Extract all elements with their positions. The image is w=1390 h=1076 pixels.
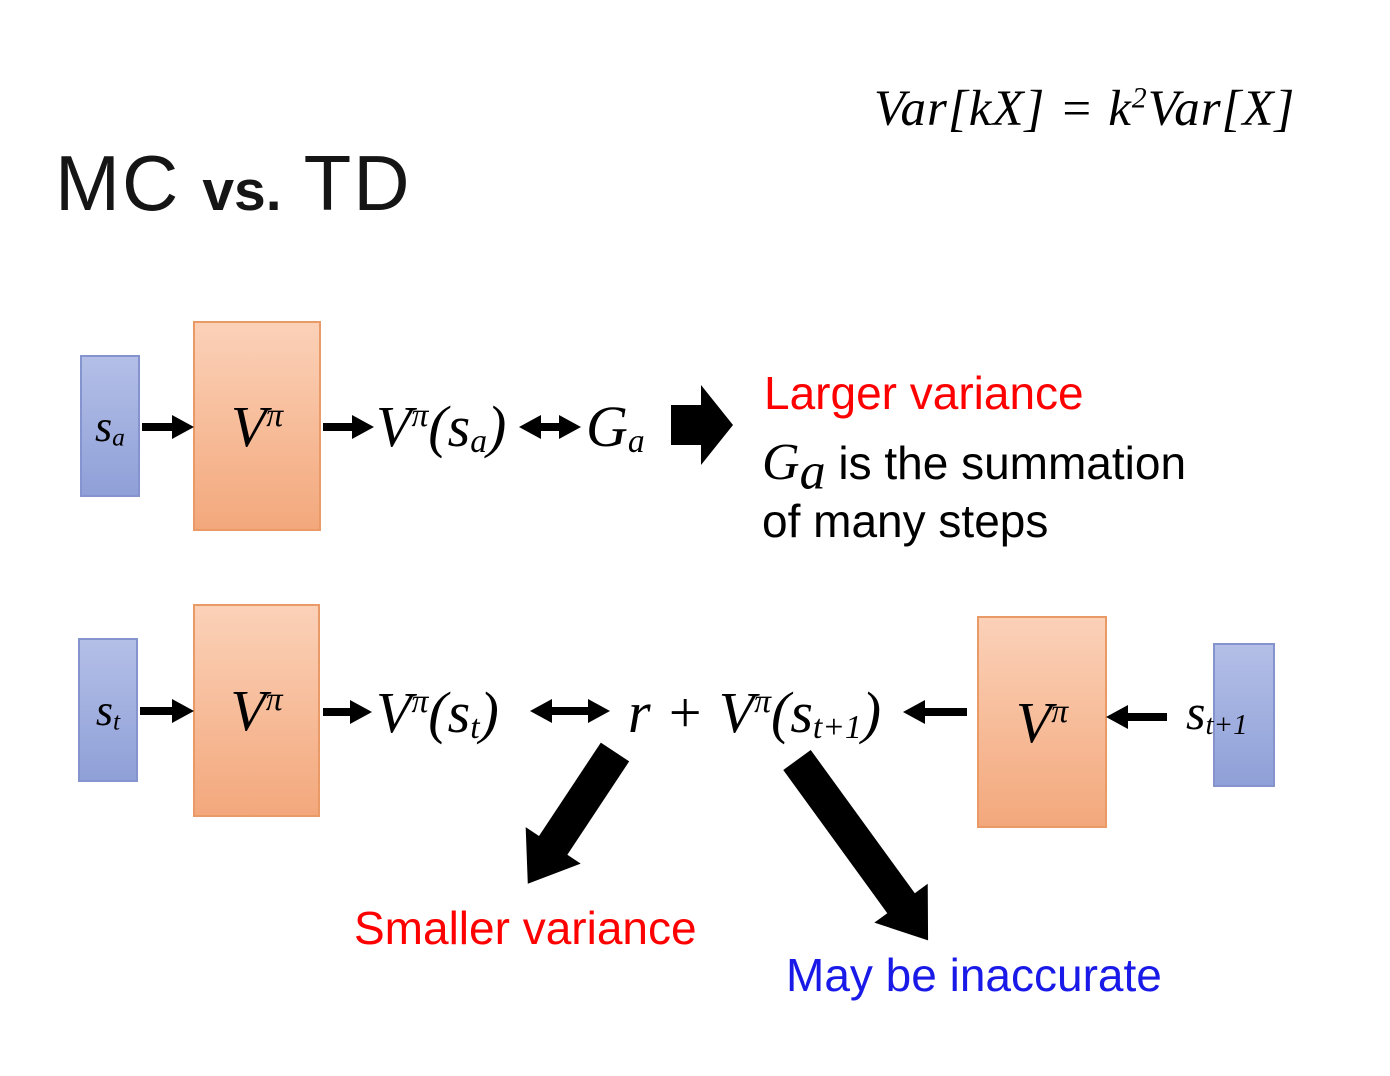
mc-state-box: sa (80, 355, 140, 497)
td-state-label: st (95, 685, 121, 736)
td-state2-to-network2-arrow (1106, 705, 1167, 729)
summation-note-line1: Ga is the summation (762, 434, 1187, 501)
td-network-to-value-arrow (323, 700, 372, 724)
td-next-value-network-label: Vπ (1015, 689, 1069, 755)
title-td: TD (303, 139, 412, 227)
mc-state-to-network-arrow (142, 415, 194, 439)
smaller-variance-note: Smaller variance (354, 902, 697, 954)
smaller-variance-diagonal-arrow (525, 742, 630, 884)
summation-note-line2: of many steps (762, 495, 1049, 547)
td-value-expression: Vπ(st) (376, 680, 499, 747)
implies-block-arrow (671, 385, 733, 465)
mc-value-network-box: Vπ (193, 321, 321, 531)
may-be-inaccurate-note: May be inaccurate (786, 949, 1162, 1001)
td-target-expression: r + Vπ(st+1) (628, 680, 882, 747)
page-title: MC vs. TD (55, 138, 412, 229)
td-equivalence-arrow (530, 699, 610, 723)
td-network2-to-target-arrow (903, 700, 967, 724)
larger-variance-note: Larger variance (764, 367, 1084, 419)
td-next-value-network-box: Vπ (977, 616, 1107, 828)
mc-state-label: sa (95, 401, 125, 452)
mc-return-expression: Ga (586, 394, 645, 461)
td-state-to-network-arrow (140, 699, 194, 723)
td-value-network-box: Vπ (193, 604, 320, 817)
mc-value-expression: Vπ(sa) (376, 394, 507, 461)
mc-value-network-label: Vπ (230, 393, 284, 459)
may-inaccurate-diagonal-arrow (783, 750, 929, 941)
mc-network-to-value-arrow (323, 415, 374, 439)
title-mc: MC (55, 139, 181, 227)
td-state-box: st (78, 638, 138, 782)
title-vs: vs. (202, 159, 282, 223)
variance-formula: Var[kX] = k2Var[X] (874, 81, 1296, 137)
td-value-network-label: Vπ (230, 678, 283, 743)
mc-equivalence-arrow (519, 415, 581, 439)
td-next-state-label: st+1 (1186, 684, 1248, 742)
td-next-state-box (1213, 643, 1275, 787)
